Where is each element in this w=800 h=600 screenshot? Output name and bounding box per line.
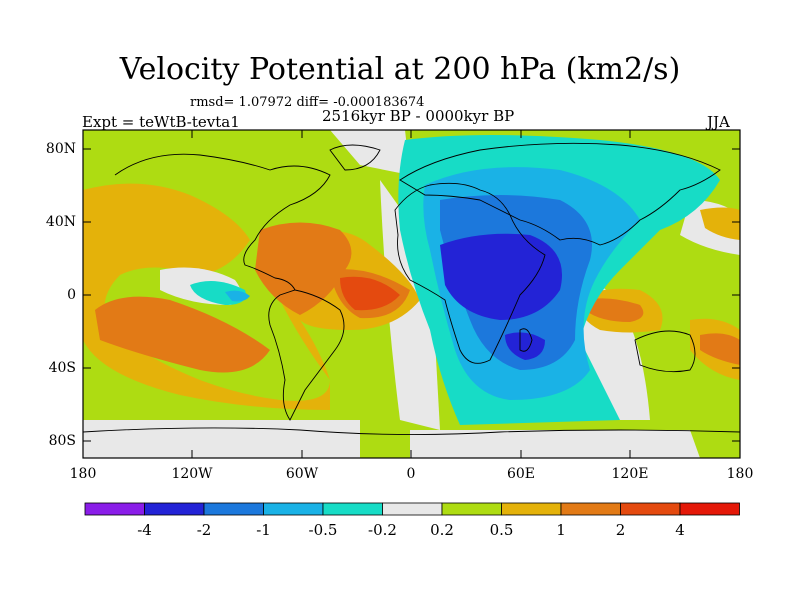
stats-label: rmsd= 1.07972 diff= -0.000183674 bbox=[190, 95, 425, 110]
colorbar bbox=[84, 502, 740, 516]
season-label: JJA bbox=[707, 113, 730, 131]
lat-label-40s: 40S bbox=[48, 360, 76, 376]
period-label: 2516kyr BP - 0000kyr BP bbox=[322, 107, 515, 125]
coast-madagascar bbox=[519, 328, 533, 352]
coastlines bbox=[83, 142, 740, 436]
negative-core-pacific bbox=[225, 290, 250, 302]
plot-title: Velocity Potential at 200 hPa (km2/s) bbox=[119, 52, 681, 87]
lon-label-120w: 120W bbox=[171, 466, 213, 482]
coast-north-america bbox=[114, 153, 331, 291]
colorbar-swatch-1 bbox=[144, 502, 205, 516]
neutral-band-antarctic bbox=[410, 430, 700, 458]
coast-australia bbox=[634, 330, 696, 373]
positive-region-north-pacific bbox=[700, 207, 740, 240]
colorbar-swatch-0 bbox=[84, 502, 145, 516]
colorbar-label-9: 4 bbox=[675, 521, 685, 539]
lat-label-40n: 40N bbox=[45, 214, 76, 230]
experiment-label: Expt = teWtB-tevta1 bbox=[82, 113, 240, 131]
lon-label-60e: 60E bbox=[506, 466, 536, 482]
colorbar-swatch-7 bbox=[501, 502, 562, 516]
coast-africa bbox=[394, 182, 546, 364]
axis-ticks bbox=[83, 130, 740, 458]
colorbar-swatch-4 bbox=[322, 502, 383, 516]
colorbar-label-6: 0.5 bbox=[489, 521, 514, 539]
peak-positive-atlantic bbox=[340, 276, 400, 311]
lon-label-0: 0 bbox=[406, 466, 416, 482]
colorbar-swatch-3 bbox=[263, 502, 324, 516]
colorbar-label-4: -0.2 bbox=[368, 521, 397, 539]
lon-label-180w: 180 bbox=[69, 466, 97, 482]
lat-label-80s: 80S bbox=[48, 433, 76, 449]
colorbar-label-5: 0.2 bbox=[430, 521, 454, 539]
colorbar-swatch-5 bbox=[382, 502, 443, 516]
negative-core-africa bbox=[440, 233, 562, 320]
lon-label-60w: 60W bbox=[285, 466, 319, 482]
colorbar-swatch-8 bbox=[560, 502, 621, 516]
strong-positive-west-pacific bbox=[700, 333, 740, 365]
colorbar-swatch-2 bbox=[203, 502, 264, 516]
colorbar-label-1: -2 bbox=[196, 521, 212, 539]
lat-label-80n: 80N bbox=[45, 141, 76, 157]
lon-label-180e: 180 bbox=[726, 466, 754, 482]
lon-label-120e: 120E bbox=[611, 466, 649, 482]
colorbar-label-7: 1 bbox=[556, 521, 566, 539]
colorbar-label-3: -0.5 bbox=[308, 521, 338, 539]
coast-south-america bbox=[268, 289, 345, 421]
colorbar-swatch-9 bbox=[620, 502, 681, 516]
colorbar-swatch-6 bbox=[441, 502, 502, 516]
colorbar-label-8: 2 bbox=[615, 521, 626, 539]
coast-eurasia bbox=[399, 142, 721, 246]
contour-field bbox=[83, 130, 740, 458]
coast-greenland bbox=[329, 144, 381, 171]
coast-antarctica bbox=[83, 427, 740, 436]
neutral-band-north bbox=[83, 130, 410, 175]
negative-core-madagascar bbox=[505, 332, 545, 360]
colorbar-label-0: -4 bbox=[137, 521, 152, 539]
colorbar-label-2: -1 bbox=[256, 521, 271, 539]
strong-positive-caribbean bbox=[255, 222, 352, 315]
lat-label-0: 0 bbox=[67, 287, 76, 303]
strong-positive-maritime bbox=[585, 298, 644, 322]
neutral-band-south-pole bbox=[83, 420, 360, 458]
strong-positive-pacific bbox=[95, 296, 270, 373]
colorbar-swatch-10 bbox=[679, 502, 740, 516]
